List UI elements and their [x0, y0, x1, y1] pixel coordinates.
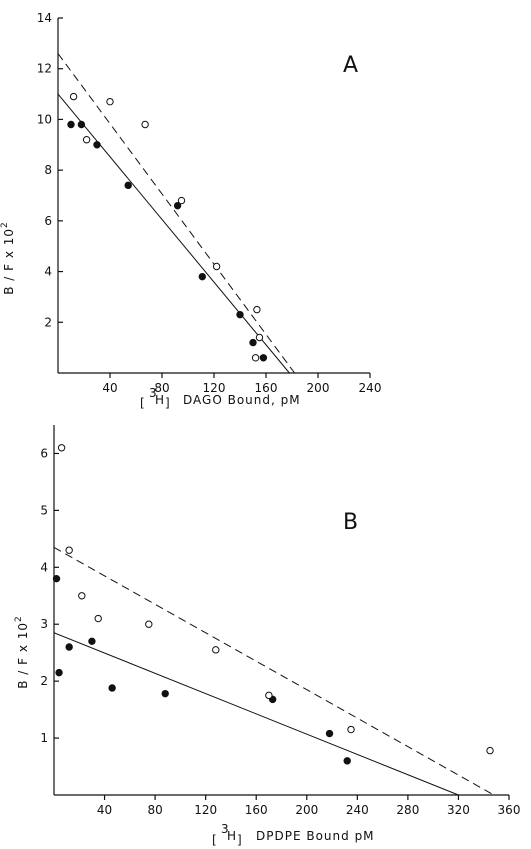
- panel-a-open-point: [82, 136, 91, 144]
- panel-b-y-axis-label: B / F x 102: [14, 615, 30, 689]
- panel-b-y-tick-label: 4: [40, 560, 48, 574]
- panel-b-filled-point: [161, 689, 169, 698]
- panel-b-open-point: [486, 746, 494, 755]
- panel-b-open-point: [347, 725, 355, 734]
- panel-b-x-tick-label: 200: [295, 803, 318, 817]
- panel-b-y-tick-label: 5: [40, 503, 48, 517]
- panel-a-filled-point: [198, 272, 207, 281]
- panel-b-label: B: [343, 510, 358, 535]
- panel-b-filled-point: [325, 729, 334, 738]
- panel-b-x-axis-label: [ 3 H ] DPDPE Bound pM: [212, 822, 375, 847]
- panel-a-open-point: [212, 262, 221, 271]
- panel-b-y-tick-label: 3: [40, 617, 48, 631]
- panel-b-y-tick-label: 1: [40, 731, 48, 745]
- panel-b-filled-point: [65, 643, 73, 651]
- panel-a-x-tick-label: 40: [102, 381, 117, 395]
- panel-a-filled-point: [249, 338, 257, 347]
- panel-b-open-point: [57, 444, 66, 452]
- panel-a-chart: A B / F x 102 [ 3 H ] DAGO Bound, pM 2 4 6…: [0, 11, 381, 410]
- panel-b-open-point: [212, 646, 220, 654]
- panel-a-y-axis-label: B / F x 102: [0, 221, 16, 295]
- panel-a-filled-point: [236, 310, 244, 319]
- panel-a-x-tick-label: 200: [307, 381, 330, 395]
- panel-a-open-point: [253, 305, 261, 314]
- panel-b-filled-point: [88, 637, 96, 646]
- panel-b-open-point: [94, 614, 102, 623]
- panel-a-open-point: [69, 92, 78, 101]
- panel-a-label: A: [343, 53, 358, 78]
- panel-a-x-axis-label: [ 3 H ] DAGO Bound, pM: [140, 386, 301, 410]
- svg-text:]: ]: [165, 396, 171, 410]
- svg-text:]: ]: [237, 833, 243, 847]
- panel-b-x-tick-label: 120: [194, 803, 217, 817]
- panel-b-filled-point: [343, 757, 351, 765]
- svg-text:DPDPE Bound pM: DPDPE Bound pM: [256, 829, 375, 843]
- panel-a-open-point: [255, 333, 264, 342]
- panel-b-open-fit-line: [53, 546, 495, 796]
- panel-a-filled-point: [77, 120, 86, 129]
- panel-a-y-tick-label: 8: [44, 163, 52, 177]
- panel-b-filled-point: [108, 684, 116, 692]
- panel-a-filled-point: [124, 181, 132, 190]
- svg-text:3: 3: [149, 386, 158, 400]
- panel-b-x-tick-label: 80: [147, 803, 162, 817]
- panel-b-y-tick-label: 2: [40, 674, 48, 688]
- panel-b-y-tick-label: 6: [40, 446, 48, 460]
- panel-b-x-tick-label: 320: [447, 803, 470, 817]
- panel-a-y-tick-label: 6: [44, 214, 52, 228]
- panel-a-open-point: [251, 354, 260, 362]
- svg-text:DAGO Bound, pM: DAGO Bound, pM: [183, 393, 301, 407]
- panel-b-open-point: [65, 546, 73, 554]
- panel-a-filled-point: [67, 120, 75, 129]
- panel-b-filled-point: [55, 668, 63, 677]
- panel-a-y-tick-label: 4: [44, 265, 52, 279]
- svg-text:[: [: [212, 833, 218, 847]
- panel-b-x-tick-label: 360: [498, 803, 521, 817]
- panel-a-filled-point: [259, 354, 268, 362]
- panel-a-x-tick-label: 240: [359, 381, 382, 395]
- panel-b-filled-point: [52, 574, 61, 583]
- panel-b-open-point: [78, 592, 86, 600]
- panel-b-y-axis-label-exponent: 2: [14, 615, 24, 622]
- panel-a-open-fit-line: [57, 53, 296, 374]
- panel-b-x-tick-label: 40: [97, 803, 112, 817]
- panel-a-y-tick-label: 12: [37, 62, 52, 76]
- panel-b-chart: B B / F x 102 [ 3 H ] DPDPE Bound pM 1 2 3…: [14, 425, 520, 847]
- panel-a-y-tick-label: 14: [37, 11, 52, 25]
- panel-a-filled-point: [173, 201, 182, 210]
- panel-a-y-axis-label-exponent: 2: [0, 221, 10, 228]
- panel-a-y-tick-label: 10: [37, 112, 52, 126]
- panel-a-filled-point: [93, 141, 101, 149]
- panel-b-x-tick-label: 160: [245, 803, 268, 817]
- panel-a-open-point: [106, 97, 114, 106]
- svg-text:3: 3: [221, 822, 230, 836]
- svg-text:H: H: [227, 829, 237, 843]
- panel-a-open-point: [177, 196, 186, 205]
- panel-b-open-point: [265, 691, 273, 700]
- panel-a-open-point: [141, 120, 149, 129]
- panel-a-y-tick-label: 2: [44, 315, 52, 329]
- panel-b-x-tick-label: 280: [396, 803, 419, 817]
- svg-text:H: H: [155, 393, 165, 407]
- panel-a-x-tick-label: 160: [255, 381, 278, 395]
- panel-b-x-tick-label: 240: [346, 803, 369, 817]
- panel-a-filled-fit-line: [57, 93, 290, 374]
- panel-b-filled-fit-line: [53, 632, 459, 796]
- panel-a-x-tick-label: 80: [154, 381, 169, 395]
- panel-a-x-tick-label: 120: [203, 381, 226, 395]
- svg-text:[: [: [140, 396, 146, 410]
- panel-b-open-point: [145, 620, 153, 628]
